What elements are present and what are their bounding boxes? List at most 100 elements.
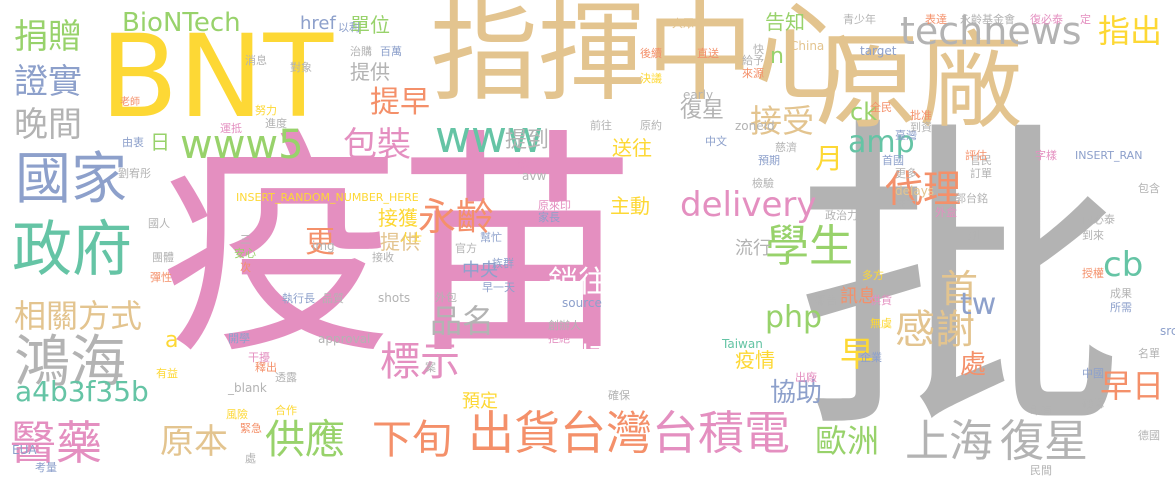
word-donate: 捐贈 (14, 17, 82, 57)
word-outer-box: 外盒 (935, 206, 957, 219)
word-taiwan-en: Taiwan (722, 337, 763, 351)
word-manufacture: 製造 (650, 265, 710, 300)
word-zoneid: zoneid (735, 119, 775, 133)
word-related-methods: 相關方式 (14, 297, 143, 335)
word-shanghai: 上海 (905, 416, 993, 467)
word-epidemic: 流行 (735, 238, 771, 259)
word-order: 訂單 (970, 167, 992, 180)
word-tsmc: 台積電 (652, 406, 790, 460)
word-point-out: 指出 (1098, 12, 1163, 50)
word-one-day-early: 早一天 (482, 281, 515, 294)
word-outsource: 外包 (435, 291, 457, 304)
word-accept-receive: 接收 (372, 251, 394, 264)
word-original-factory: 原廠 (815, 21, 1024, 143)
word-a4b3f35b: a4b3f35b (15, 375, 149, 408)
word-germany: 德國 (1138, 429, 1160, 442)
word-emergency: 緊急 (240, 422, 262, 435)
word-schedule: 期程 (650, 342, 710, 377)
word-yongling-foundation: 永齡基金會 (960, 13, 1015, 26)
word-www: www (435, 112, 543, 163)
word-release: 釋出 (255, 361, 277, 374)
word-late-month: 下旬 (372, 417, 452, 463)
word-teacher: 老師 (120, 97, 140, 108)
word-blank: _blank (228, 381, 267, 395)
word-source: source (562, 296, 602, 310)
word-china-en: China (790, 39, 825, 53)
word-fosun: 復星 (1000, 416, 1088, 467)
word-medicine: 醫藥 (10, 416, 102, 470)
word-comirnaty: 復必泰 (1030, 13, 1063, 26)
word-send-to: 送往 (612, 136, 652, 160)
word-china: 中國 (1082, 367, 1104, 380)
word-govt-civil: 官民 (970, 154, 992, 167)
word-month: 月 (815, 142, 844, 175)
word-php: php (765, 300, 823, 335)
word-contain: 包含 (1138, 182, 1160, 195)
word-wording: 字樣 (1035, 149, 1057, 162)
word-fix: 定 (1080, 13, 1091, 26)
word-delivery: delivery (680, 185, 817, 225)
word-source-cn: 來源 (742, 67, 764, 80)
word-student: 學生 (765, 221, 853, 272)
word-all-people: 全民 (870, 101, 892, 114)
word-dose: 劑 (968, 229, 979, 242)
word-arrive-funds: 到資 (910, 121, 932, 134)
word-citizens: 國人 (148, 217, 170, 230)
word-multiple-parties: 多方 (862, 269, 884, 282)
word-resolution: 決議 (640, 72, 662, 85)
word-case: 案 (425, 361, 436, 374)
word-vaccine: 疫苗 (160, 110, 636, 387)
word-message: 訊息 (840, 286, 876, 307)
word-founder: 創辦人 (548, 319, 581, 332)
word-school-start: 開學 (228, 332, 250, 345)
word-three: 三 (240, 233, 251, 246)
word-ship: 出貨 (468, 406, 560, 460)
word-tw: tw (960, 287, 997, 322)
word-million: 百萬 (380, 45, 402, 58)
word-reporter: 劉宥彤 (118, 167, 151, 180)
word-supply-goods: 供貨 (870, 294, 892, 307)
word-evening: 晚間 (14, 105, 82, 145)
word-foxconn: 鴻海 (14, 330, 126, 395)
word-early-en: early (683, 88, 714, 102)
word-approval: approval (318, 332, 371, 346)
word-fu-bi-tai: 傅必泰 (1082, 213, 1115, 226)
word-express: 表達 (925, 13, 947, 26)
word-covid: 疫情 (735, 348, 775, 372)
word-arrive: 運抵 (220, 122, 242, 135)
word-technews: technews (900, 9, 1082, 53)
word-agent: 代理 (885, 167, 962, 211)
word-help: 幫忙 (480, 231, 502, 244)
word-target: target (860, 44, 897, 58)
word-place: 處 (960, 350, 987, 380)
word-expect: 預期 (758, 154, 780, 167)
word-required: 所需 (1110, 301, 1132, 314)
word-central: 中央 (462, 260, 498, 281)
word-so-that: 以利 (338, 21, 360, 34)
word-refuse: 拒絕 (548, 332, 570, 345)
word-yongling: 永齡 (418, 195, 495, 239)
word-cooperate: 合作 (275, 404, 297, 417)
word-inject: 施打 (548, 342, 608, 377)
word-fast: 快 (753, 43, 764, 56)
word-report: 報告 (815, 294, 837, 307)
word-personnel: 人士 (400, 231, 422, 244)
word-arrival: 到來 (1082, 229, 1104, 242)
word-direct-ship: 直送 (697, 47, 719, 60)
word-give: 給予 (742, 54, 764, 67)
word-political: 政治力 (825, 209, 858, 222)
word-news: 消息 (245, 54, 267, 67)
word-thanks: 感謝 (895, 307, 975, 353)
word-effort: 努力 (255, 104, 277, 117)
word-official: 官方 (455, 242, 477, 255)
word-quality: 品質 (322, 292, 344, 305)
word-chinese: 中文 (705, 135, 727, 148)
word-country: 國家 (15, 147, 127, 212)
word-supply: 供應 (265, 417, 345, 463)
word-n: n (770, 44, 784, 69)
word-inspect: 檢驗 (752, 177, 774, 190)
word-included: 在內 (895, 197, 917, 210)
word-bnt: BNT (100, 10, 334, 143)
word-package: 包裝 (343, 125, 411, 165)
